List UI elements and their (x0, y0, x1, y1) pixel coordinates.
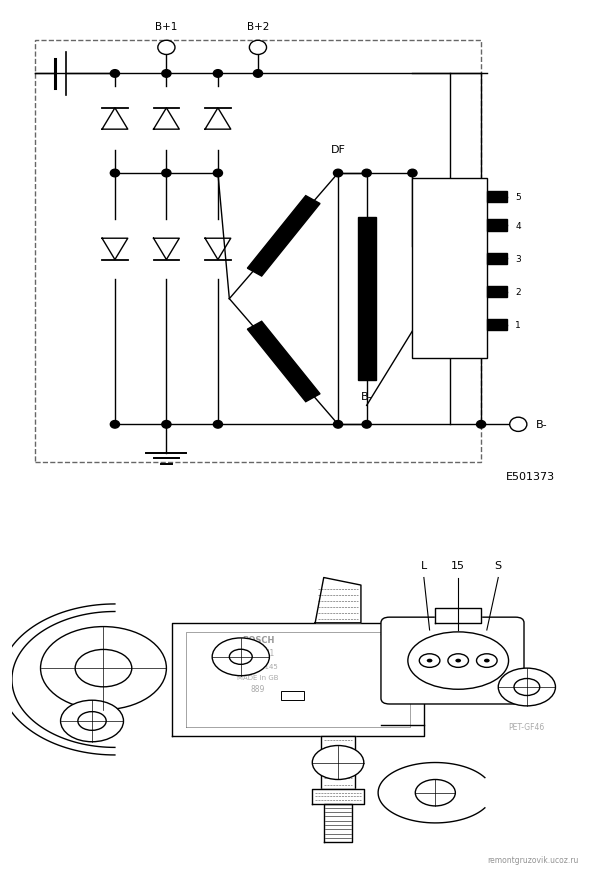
FancyBboxPatch shape (381, 617, 524, 704)
Text: B+2: B+2 (247, 22, 269, 32)
Text: remontgruzovik.ucoz.ru: remontgruzovik.ucoz.ru (487, 855, 578, 865)
Text: S: S (495, 560, 502, 570)
Polygon shape (247, 196, 320, 277)
Text: BOSCH: BOSCH (242, 635, 274, 644)
Circle shape (110, 70, 119, 78)
Circle shape (415, 780, 455, 806)
Polygon shape (487, 287, 507, 298)
Polygon shape (358, 217, 376, 381)
Text: B-: B- (535, 420, 547, 430)
Polygon shape (315, 578, 361, 623)
Circle shape (213, 421, 222, 429)
Circle shape (362, 170, 371, 178)
Circle shape (162, 170, 171, 178)
Polygon shape (321, 737, 355, 789)
Polygon shape (487, 192, 507, 203)
Text: 3: 3 (516, 254, 521, 264)
Circle shape (514, 679, 540, 695)
Circle shape (362, 421, 371, 429)
Circle shape (312, 745, 364, 780)
Circle shape (477, 421, 486, 429)
Text: MADE In GB: MADE In GB (237, 674, 279, 681)
Circle shape (249, 41, 266, 55)
Polygon shape (247, 322, 320, 403)
Bar (412, 179, 487, 359)
Polygon shape (12, 612, 172, 747)
Circle shape (75, 650, 132, 687)
Text: BR28-N1: BR28-N1 (241, 648, 275, 657)
Circle shape (420, 654, 440, 667)
Text: B-: B- (361, 391, 372, 401)
Text: DFM: DFM (440, 193, 460, 202)
Text: S: S (421, 221, 427, 231)
Text: 5: 5 (516, 193, 521, 202)
Text: B+1: B+1 (155, 22, 178, 32)
Polygon shape (172, 623, 424, 737)
Polygon shape (381, 634, 424, 725)
Polygon shape (324, 804, 352, 842)
Circle shape (408, 170, 417, 178)
Circle shape (229, 650, 252, 665)
Circle shape (162, 70, 171, 78)
Circle shape (110, 170, 119, 178)
Circle shape (61, 701, 123, 742)
Circle shape (477, 654, 497, 667)
Circle shape (510, 417, 527, 432)
Text: 1: 1 (516, 321, 521, 330)
Text: 15: 15 (451, 560, 465, 570)
Text: PET-GF46: PET-GF46 (509, 722, 545, 731)
Circle shape (213, 170, 222, 178)
Text: 2: 2 (516, 288, 521, 296)
Circle shape (213, 70, 222, 78)
Polygon shape (487, 220, 507, 232)
Polygon shape (487, 253, 507, 265)
Bar (35, 41, 481, 463)
Text: L: L (421, 288, 426, 296)
Polygon shape (378, 763, 485, 823)
Circle shape (78, 712, 106, 731)
Polygon shape (487, 320, 507, 331)
Text: DF: DF (331, 146, 346, 155)
Circle shape (110, 421, 119, 429)
Circle shape (484, 659, 490, 663)
Text: W: W (421, 321, 430, 330)
Circle shape (41, 627, 166, 709)
Polygon shape (312, 789, 364, 804)
Circle shape (334, 170, 343, 178)
Circle shape (427, 659, 433, 663)
Bar (281, 691, 304, 701)
Circle shape (498, 668, 555, 706)
Text: 15: 15 (421, 254, 433, 264)
Circle shape (448, 654, 468, 667)
Circle shape (162, 421, 171, 429)
Circle shape (253, 70, 262, 78)
Text: L: L (421, 560, 427, 570)
Circle shape (158, 41, 175, 55)
Circle shape (455, 659, 461, 663)
Polygon shape (435, 608, 481, 623)
Text: 4: 4 (516, 221, 521, 231)
Circle shape (334, 421, 343, 429)
Circle shape (212, 638, 269, 676)
Text: F 0011.145: F 0011.145 (238, 663, 278, 669)
Text: E501373: E501373 (507, 472, 555, 481)
Text: 889: 889 (251, 684, 265, 693)
